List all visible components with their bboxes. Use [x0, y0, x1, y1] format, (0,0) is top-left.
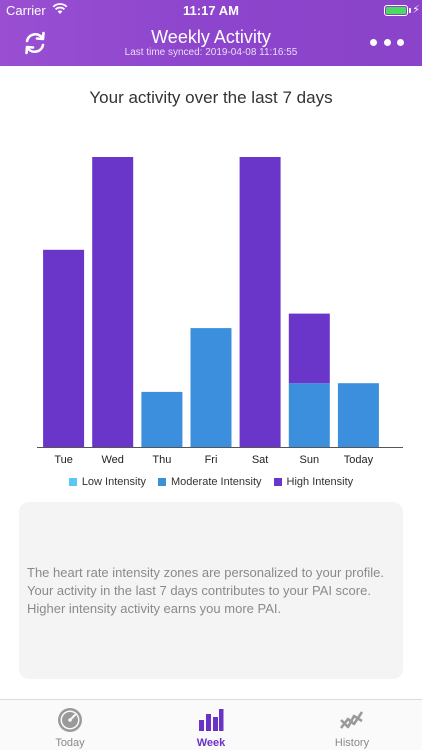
legend-swatch: [68, 478, 77, 486]
legend-label: Low Intensity: [81, 476, 147, 488]
bar-fri-moderate-intensity: [190, 328, 232, 447]
legend-label: Moderate Intensity: [171, 476, 262, 488]
info-card: The heart rate intensity zones are perso…: [19, 502, 403, 679]
x-tick-label: Wed: [101, 454, 123, 466]
bar-tue-high-intensity: [43, 249, 85, 447]
legend-item: Moderate Intensity: [158, 476, 262, 488]
x-tick-label: Today: [344, 454, 374, 466]
page-title: Weekly Activity: [151, 27, 271, 47]
more-dot: [370, 38, 377, 46]
status-bar: Carrier 11:17 AM ⚡: [0, 0, 422, 20]
legend-label: High Intensity: [286, 476, 354, 488]
more-dot: [397, 38, 404, 46]
tab-history[interactable]: History: [292, 700, 412, 750]
chart-legend: Low Intensity Moderate Intensity High Inte…: [0, 476, 422, 488]
legend-swatch: [273, 478, 282, 486]
bar-sun-high-intensity: [288, 313, 330, 384]
bar-today-moderate-intensity: [337, 383, 379, 447]
bar-sun-moderate-intensity: [288, 383, 330, 447]
x-tick-label: Tue: [54, 454, 73, 466]
top-bar: Carrier 11:17 AM ⚡ Weekly Activity Last …: [0, 0, 422, 66]
battery-tip: [409, 8, 411, 13]
tab-label: Today: [55, 737, 85, 749]
bar-thu-moderate-intensity: [141, 391, 183, 447]
x-tick-label: Thu: [152, 454, 171, 466]
battery-icon: [384, 5, 408, 16]
x-tick-label: Sat: [252, 454, 269, 466]
tab-week[interactable]: Week: [151, 700, 271, 750]
tab-today[interactable]: Today: [10, 700, 130, 750]
tab-label: Week: [196, 737, 226, 749]
info-text: The heart rate intensity zones are perso…: [27, 565, 384, 616]
bar-wed-high-intensity: [92, 157, 134, 447]
x-tick-label: Fri: [205, 454, 218, 466]
more-dot: [383, 38, 391, 46]
tab-label: History: [334, 737, 370, 749]
tab-bar: Today Week History: [0, 699, 422, 750]
charging-icon: ⚡: [412, 4, 420, 16]
last-synced-label: Last time synced: 2019-04-08 11:16:55: [124, 47, 298, 58]
legend-item: Low Intensity: [68, 476, 147, 488]
more-icon[interactable]: [370, 36, 404, 48]
status-time: 11:17 AM: [183, 3, 239, 18]
carrier-label: Carrier: [6, 3, 46, 18]
bar-chart-icon: [199, 709, 224, 731]
wifi-icon: [52, 3, 68, 14]
chart-title: Your activity over the last 7 days: [89, 88, 333, 107]
weekly-activity-chart: Tue Wed Thu Fri Sat Sun Today: [37, 157, 403, 466]
speedometer-icon: [58, 708, 82, 732]
trend-line-icon: [339, 711, 364, 729]
legend-swatch: [158, 478, 167, 486]
x-tick-label: Sun: [300, 454, 320, 466]
legend-item: High Intensity: [273, 476, 354, 488]
sync-icon[interactable]: [20, 28, 50, 58]
bar-sat-high-intensity: [239, 157, 281, 447]
